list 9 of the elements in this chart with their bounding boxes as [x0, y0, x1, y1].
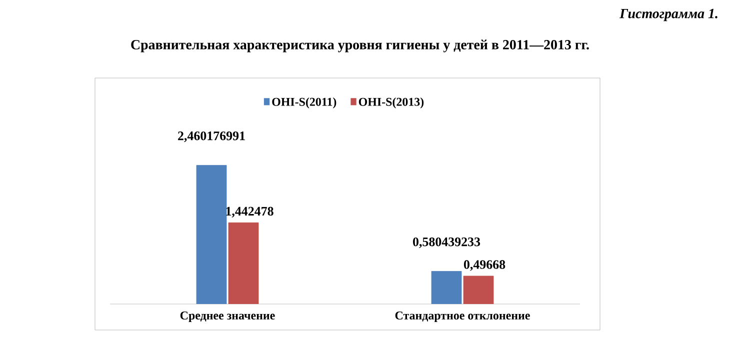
data-label: 0,49668	[464, 260, 506, 271]
data-label: 0,580439233	[413, 237, 480, 248]
text: Гистограмма 1.	[619, 8, 718, 22]
x-tick-label: Стандартное отклонение	[395, 312, 530, 322]
legend-label: OHI-S(2011)	[272, 97, 336, 108]
x-tick-label: Среднее значение	[180, 312, 275, 322]
legend-label: OHI-S(2013)	[358, 97, 424, 108]
chart-title: Сравнительная характеристика уровня гигиены у детей в 2011—2013 гг.	[131, 40, 589, 52]
data-label: 2,460176991	[178, 131, 245, 142]
